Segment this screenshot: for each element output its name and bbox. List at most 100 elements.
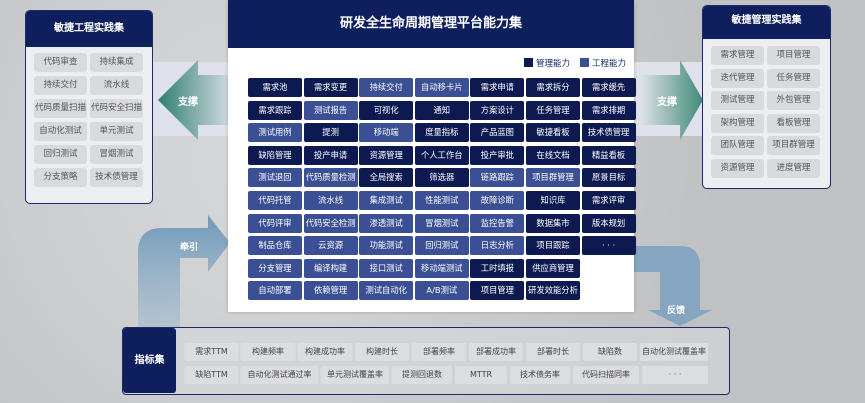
capability-cell[interactable]: 自动移卡片 — [414, 78, 469, 97]
capability-cell[interactable]: 代码评审 — [248, 213, 302, 233]
capability-cell[interactable]: 技术债管理 — [581, 123, 636, 143]
capability-cell[interactable]: 任务管理 — [526, 100, 580, 120]
capability-cell[interactable]: 制品仓库 — [248, 236, 302, 256]
practice-item[interactable]: 流水线 — [90, 76, 143, 95]
practice-item[interactable]: 项目管理 — [767, 46, 820, 65]
metric-item[interactable]: 部署成功率 — [469, 343, 523, 361]
metric-item[interactable]: 自动化测试覆盖率 — [640, 343, 708, 361]
practice-item[interactable]: 团队管理 — [711, 136, 764, 156]
capability-cell[interactable]: 研发效能分析 — [526, 281, 580, 301]
capability-cell[interactable]: 需求拆分 — [526, 78, 580, 97]
capability-cell[interactable]: 项目管理 — [470, 281, 525, 301]
capability-cell[interactable]: 项目群管理 — [526, 168, 580, 188]
capability-cell[interactable]: 愿景目标 — [581, 168, 636, 188]
metric-item[interactable]: MTTR — [455, 366, 507, 384]
capability-cell[interactable]: 需求申请 — [470, 78, 525, 97]
capability-cell[interactable]: 云资源 — [303, 236, 358, 256]
metric-item[interactable]: · · · — [642, 366, 708, 384]
practice-item[interactable]: 自动化测试 — [34, 122, 87, 141]
capability-cell[interactable]: 功能测试 — [359, 236, 414, 256]
capability-cell[interactable]: 需求排期 — [581, 100, 636, 120]
capability-cell[interactable]: 供应商管理 — [526, 258, 580, 278]
capability-cell[interactable]: 集成测试 — [359, 191, 414, 210]
practice-item[interactable]: 任务管理 — [767, 68, 820, 88]
capability-cell[interactable]: 移动端测试 — [414, 258, 469, 278]
metric-item[interactable]: 构建频率 — [241, 343, 295, 361]
capability-cell[interactable]: 性能测试 — [414, 191, 469, 210]
practice-item[interactable]: 技术债管理 — [90, 168, 143, 187]
capability-cell[interactable]: 缺陷管理 — [248, 145, 302, 165]
capability-cell[interactable]: 持续交付 — [359, 78, 414, 97]
practice-item[interactable]: 单元测试 — [90, 122, 143, 141]
practice-item[interactable]: 冒烟测试 — [90, 145, 143, 164]
capability-cell[interactable]: 代码安全检测 — [303, 213, 358, 233]
capability-cell[interactable]: 渗透测试 — [359, 213, 414, 233]
capability-cell[interactable]: 需求池 — [248, 78, 302, 97]
capability-cell[interactable]: 个人工作台 — [414, 145, 469, 165]
capability-cell[interactable]: 通知 — [414, 100, 469, 120]
metric-item[interactable]: 构建成功率 — [298, 343, 352, 361]
capability-cell[interactable]: 精益看板 — [581, 145, 636, 165]
metric-item[interactable]: 单元测试覆盖率 — [321, 366, 389, 384]
capability-cell[interactable]: 敏捷看板 — [526, 123, 580, 143]
practice-item[interactable]: 代码质量扫描 — [34, 99, 87, 118]
practice-item[interactable]: 进度管理 — [767, 159, 820, 178]
capability-cell[interactable]: · · · — [581, 236, 636, 256]
capability-cell[interactable]: 代码托管 — [248, 191, 302, 210]
capability-cell[interactable]: 项目跟踪 — [526, 236, 580, 256]
practice-item[interactable]: 架构管理 — [711, 113, 764, 133]
practice-item[interactable]: 资源管理 — [711, 159, 764, 178]
metric-item[interactable]: 部署频率 — [412, 343, 466, 361]
capability-cell[interactable]: 投产审批 — [470, 145, 525, 165]
capability-cell[interactable]: 需求评审 — [581, 191, 636, 210]
capability-cell[interactable]: 编译构建 — [303, 258, 358, 278]
capability-cell[interactable]: 可视化 — [359, 100, 414, 120]
capability-cell[interactable]: 需求变更 — [303, 78, 358, 97]
capability-cell[interactable]: 依赖管理 — [303, 281, 358, 301]
capability-cell[interactable]: 需求缓先 — [581, 78, 636, 97]
capability-cell[interactable]: 监控告警 — [470, 213, 525, 233]
capability-cell[interactable]: 方案设计 — [470, 100, 525, 120]
practice-item[interactable]: 需求管理 — [711, 46, 764, 65]
capability-cell[interactable]: 需求跟踪 — [248, 100, 302, 120]
metric-item[interactable]: 代码扫描同率 — [573, 366, 639, 384]
practice-item[interactable]: 测试管理 — [711, 91, 764, 111]
metric-item[interactable]: 技术债务率 — [510, 366, 570, 384]
practice-item[interactable]: 看板管理 — [767, 113, 820, 133]
capability-cell[interactable]: 测试自动化 — [359, 281, 414, 301]
capability-cell[interactable]: 流水线 — [303, 191, 358, 210]
capability-cell[interactable]: 回归测试 — [414, 236, 469, 256]
practice-item[interactable]: 代码安全扫描 — [90, 99, 143, 118]
practice-item[interactable]: 回归测试 — [34, 145, 87, 164]
capability-cell[interactable]: 移动端 — [359, 123, 414, 143]
capability-cell[interactable]: 度量指标 — [414, 123, 469, 143]
metric-item[interactable]: 自动化测试通过率 — [241, 366, 318, 384]
capability-cell[interactable]: 链路跟踪 — [470, 168, 525, 188]
capability-cell[interactable]: A/B测试 — [414, 281, 469, 301]
practice-item[interactable]: 持续集成 — [90, 53, 143, 72]
capability-cell[interactable]: 版本规划 — [581, 213, 636, 233]
capability-cell[interactable]: 全局搜索 — [359, 168, 414, 188]
capability-cell[interactable]: 工时填报 — [470, 258, 525, 278]
capability-cell[interactable]: 投产申请 — [303, 145, 358, 165]
capability-cell[interactable]: 数据集市 — [526, 213, 580, 233]
capability-cell[interactable]: 测试报告 — [303, 100, 358, 120]
capability-cell[interactable]: 接口测试 — [359, 258, 414, 278]
metric-item[interactable]: 构建时长 — [355, 343, 409, 361]
capability-cell[interactable]: 冒烟测试 — [414, 213, 469, 233]
practice-item[interactable]: 持续交付 — [34, 76, 87, 95]
practice-item[interactable]: 分支策略 — [34, 168, 87, 187]
practice-item[interactable]: 迭代管理 — [711, 68, 764, 88]
metric-item[interactable]: 提测回退数 — [392, 366, 452, 384]
capability-cell[interactable]: 提测 — [303, 123, 358, 143]
metric-item[interactable]: 缺陷数 — [583, 343, 637, 361]
metric-item[interactable]: 需求TTM — [185, 343, 238, 361]
capability-cell[interactable]: 分支管理 — [248, 258, 302, 278]
practice-item[interactable]: 代码审查 — [34, 53, 87, 72]
capability-cell[interactable]: 代码质量检测 — [303, 168, 358, 188]
metric-item[interactable]: 缺陷TTM — [185, 366, 238, 384]
capability-cell[interactable]: 知识库 — [526, 191, 580, 210]
capability-cell[interactable]: 筛选器 — [414, 168, 469, 188]
capability-cell[interactable]: 日志分析 — [470, 236, 525, 256]
capability-cell[interactable]: 产品蓝图 — [470, 123, 525, 143]
